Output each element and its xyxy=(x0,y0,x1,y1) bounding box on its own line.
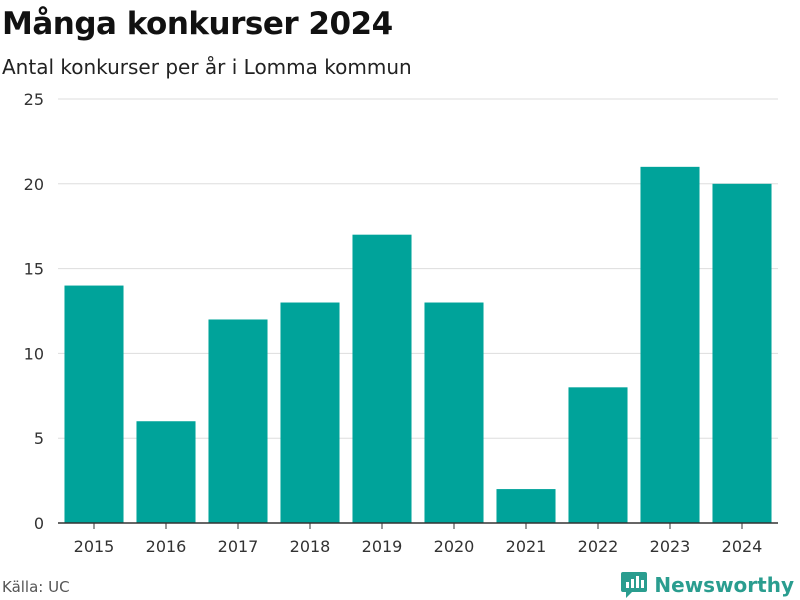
bar-2017 xyxy=(208,319,268,523)
bar-2023 xyxy=(640,166,700,523)
source-note: Källa: UC xyxy=(2,578,70,596)
y-tick-label: 10 xyxy=(24,344,44,363)
y-tick-label: 20 xyxy=(24,175,44,194)
bar-2019 xyxy=(352,234,412,523)
x-tick-label: 2019 xyxy=(362,537,403,556)
y-tick-label: 0 xyxy=(34,514,44,533)
x-tick-label: 2023 xyxy=(650,537,691,556)
x-tick-label: 2015 xyxy=(74,537,115,556)
bar-2021 xyxy=(496,489,556,523)
x-tick-label: 2022 xyxy=(578,537,619,556)
chart-title: Många konkurser 2024 xyxy=(2,6,393,42)
newsworthy-logo-icon xyxy=(621,572,648,598)
bar-2016 xyxy=(136,421,196,523)
y-tick-label: 5 xyxy=(34,429,44,448)
chart-subtitle: Antal konkurser per år i Lomma kommun xyxy=(2,55,412,79)
y-axis-ticks: 0 5 10 15 20 25 xyxy=(24,90,44,533)
y-tick-label: 25 xyxy=(24,90,44,109)
x-tick-label: 2017 xyxy=(218,537,259,556)
x-tick-label: 2024 xyxy=(722,537,763,556)
bar-2018 xyxy=(280,302,340,523)
x-axis-ticks: 2015 2016 2017 2018 2019 2020 2021 2022 2023 2024 xyxy=(74,523,763,556)
x-tick-label: 2016 xyxy=(146,537,187,556)
bar-2022 xyxy=(568,387,628,523)
bar-2024 xyxy=(712,183,772,524)
bar-2015 xyxy=(64,285,124,523)
y-tick-label: 15 xyxy=(24,260,44,279)
brand-logo: Newsworthy xyxy=(620,570,794,600)
x-tick-label: 2018 xyxy=(290,537,331,556)
x-tick-label: 2020 xyxy=(434,537,475,556)
x-tick-label: 2021 xyxy=(506,537,547,556)
brand-name: Newsworthy xyxy=(654,573,794,597)
bars xyxy=(64,166,772,524)
bar-2020 xyxy=(424,302,484,523)
